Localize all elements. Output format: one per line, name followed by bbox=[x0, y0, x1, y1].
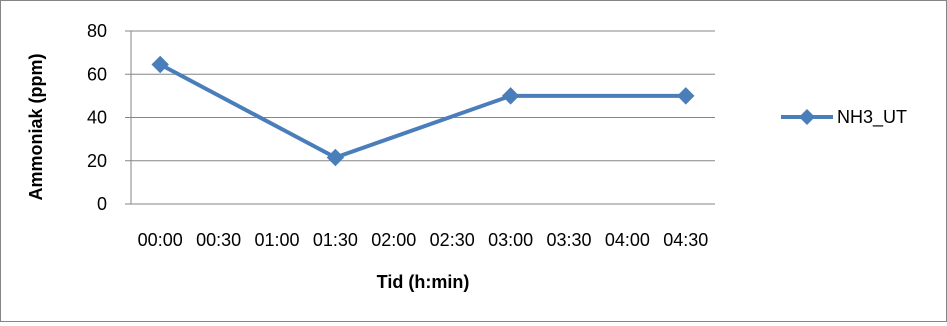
line-chart: 0 20 40 60 80 00:00 00:30 01:00 01:30 02:00 02:30… bbox=[26, 21, 907, 292]
data-point-03:00 bbox=[501, 87, 520, 105]
y-tick-label-60: 60 bbox=[87, 64, 107, 84]
data-point-00:00 bbox=[151, 55, 169, 74]
x-tick-label-04:00: 04:00 bbox=[605, 230, 650, 250]
x-tick-label-00:00: 00:00 bbox=[138, 230, 183, 250]
x-axis-title: Tid (h:min) bbox=[377, 272, 470, 292]
y-tick-label-20: 20 bbox=[87, 151, 107, 171]
x-tick-label-02:30: 02:30 bbox=[430, 230, 475, 250]
legend-label-NH3_UT: NH3_UT bbox=[837, 107, 907, 128]
x-tick-label-03:00: 03:00 bbox=[488, 230, 533, 250]
series-line-NH3_UT bbox=[159, 62, 686, 160]
y-tick-label-40: 40 bbox=[87, 108, 107, 128]
x-tick-label-04:30: 04:30 bbox=[663, 230, 708, 250]
x-tick-label-01:30: 01:30 bbox=[313, 230, 358, 250]
x-tick-label-02:00: 02:00 bbox=[371, 230, 416, 250]
y-tick-label-0: 0 bbox=[97, 194, 107, 214]
y-tick-label-80: 80 bbox=[87, 21, 107, 41]
data-point-01:30 bbox=[326, 148, 345, 167]
y-axis-title: Ammoniak (ppm) bbox=[26, 53, 46, 200]
data-point-04:30 bbox=[677, 87, 695, 105]
x-tick-label-00:30: 00:30 bbox=[196, 230, 241, 250]
x-tick-label-03:30: 03:30 bbox=[546, 230, 591, 250]
x-tick-label-01:00: 01:00 bbox=[254, 230, 299, 250]
legend-marker-NH3_UT bbox=[799, 109, 815, 125]
